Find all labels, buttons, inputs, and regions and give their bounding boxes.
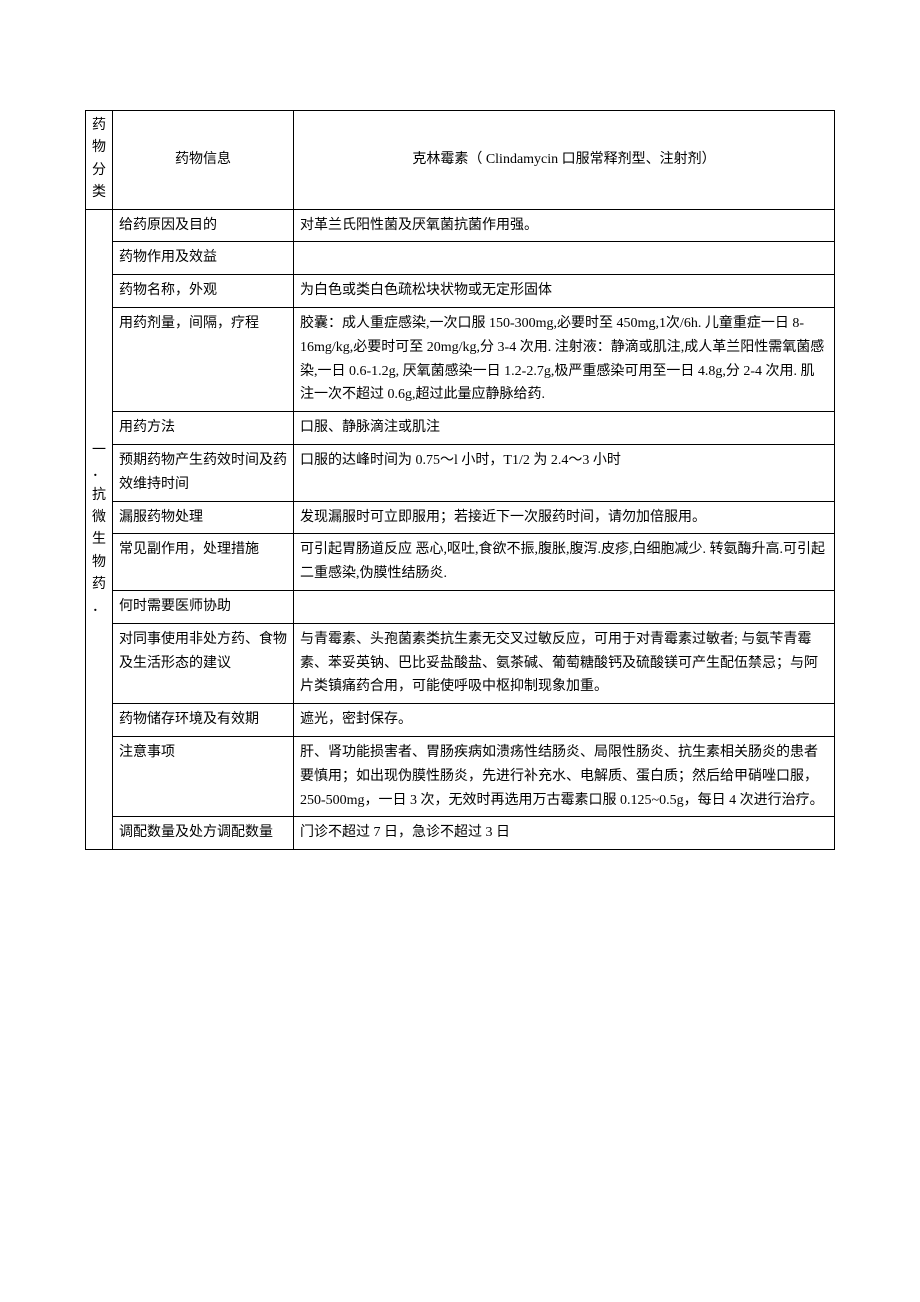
header-drug-name: 克林霉素（ Clindamycin 口服常释剂型、注射剂） [294,111,835,210]
table-row: 调配数量及处方调配数量 门诊不超过 7 日，急诊不超过 3 日 [86,817,835,850]
row-content: 肝、肾功能损害者、胃肠疾病如溃疡性结肠炎、局限性肠炎、抗生素相关肠炎的患者要慎用… [294,736,835,816]
category-side-cell: 一．抗微生物药． [86,209,113,850]
category-side-label: 一．抗微生物药． [88,440,110,619]
table-row: 常见副作用，处理措施 可引起胃肠道反应 恶心,呕吐,食欲不振,腹胀,腹泻.皮疹,… [86,534,835,591]
header-info-label: 药物信息 [113,111,294,210]
row-content [294,242,835,275]
row-content: 门诊不超过 7 日，急诊不超过 3 日 [294,817,835,850]
row-content: 遮光，密封保存。 [294,704,835,737]
row-content [294,590,835,623]
table-row: 用药方法 口服、静脉滴注或肌注 [86,412,835,445]
row-content: 对革兰氏阳性菌及厌氧菌抗菌作用强。 [294,209,835,242]
row-label: 药物储存环境及有效期 [113,704,294,737]
row-label: 何时需要医师协助 [113,590,294,623]
table-row: 预期药物产生药效时间及药效维持时间 口服的达峰时间为 0.75～l 小时，T1/… [86,444,835,501]
category-header-label: 药物分类 [88,115,110,205]
row-label: 注意事项 [113,736,294,816]
table-row: 一．抗微生物药． 给药原因及目的 对革兰氏阳性菌及厌氧菌抗菌作用强。 [86,209,835,242]
table-row: 注意事项 肝、肾功能损害者、胃肠疾病如溃疡性结肠炎、局限性肠炎、抗生素相关肠炎的… [86,736,835,816]
row-content: 可引起胃肠道反应 恶心,呕吐,食欲不振,腹胀,腹泻.皮疹,白细胞减少. 转氨酶升… [294,534,835,591]
table-row: 用药剂量，间隔，疗程 胶囊：成人重症感染,一次口服 150-300mg,必要时至… [86,307,835,411]
row-content: 口服、静脉滴注或肌注 [294,412,835,445]
row-label: 用药剂量，间隔，疗程 [113,307,294,411]
drug-info-table: 药物分类 药物信息 克林霉素（ Clindamycin 口服常释剂型、注射剂） … [85,110,835,850]
row-content: 发现漏服时可立即服用；若接近下一次服药时间，请勿加倍服用。 [294,501,835,534]
row-content: 胶囊：成人重症感染,一次口服 150-300mg,必要时至 450mg,1次/6… [294,307,835,411]
row-label: 药物作用及效益 [113,242,294,275]
table-row: 药物名称，外观 为白色或类白色疏松块状物或无定形固体 [86,275,835,308]
table-row: 何时需要医师协助 [86,590,835,623]
row-label: 预期药物产生药效时间及药效维持时间 [113,444,294,501]
table-header-row: 药物分类 药物信息 克林霉素（ Clindamycin 口服常释剂型、注射剂） [86,111,835,210]
row-label: 调配数量及处方调配数量 [113,817,294,850]
row-content: 与青霉素、头孢菌素类抗生素无交叉过敏反应，可用于对青霉素过敏者; 与氨苄青霉素、… [294,623,835,703]
table-row: 药物作用及效益 [86,242,835,275]
row-label: 药物名称，外观 [113,275,294,308]
table-row: 对同事使用非处方药、食物及生活形态的建议 与青霉素、头孢菌素类抗生素无交叉过敏反… [86,623,835,703]
table-row: 药物储存环境及有效期 遮光，密封保存。 [86,704,835,737]
row-label: 漏服药物处理 [113,501,294,534]
table-row: 漏服药物处理 发现漏服时可立即服用；若接近下一次服药时间，请勿加倍服用。 [86,501,835,534]
row-label: 给药原因及目的 [113,209,294,242]
row-content: 口服的达峰时间为 0.75～l 小时，T1/2 为 2.4～3 小时 [294,444,835,501]
row-content: 为白色或类白色疏松块状物或无定形固体 [294,275,835,308]
row-label: 用药方法 [113,412,294,445]
row-label: 常见副作用，处理措施 [113,534,294,591]
header-category-cell: 药物分类 [86,111,113,210]
row-label: 对同事使用非处方药、食物及生活形态的建议 [113,623,294,703]
